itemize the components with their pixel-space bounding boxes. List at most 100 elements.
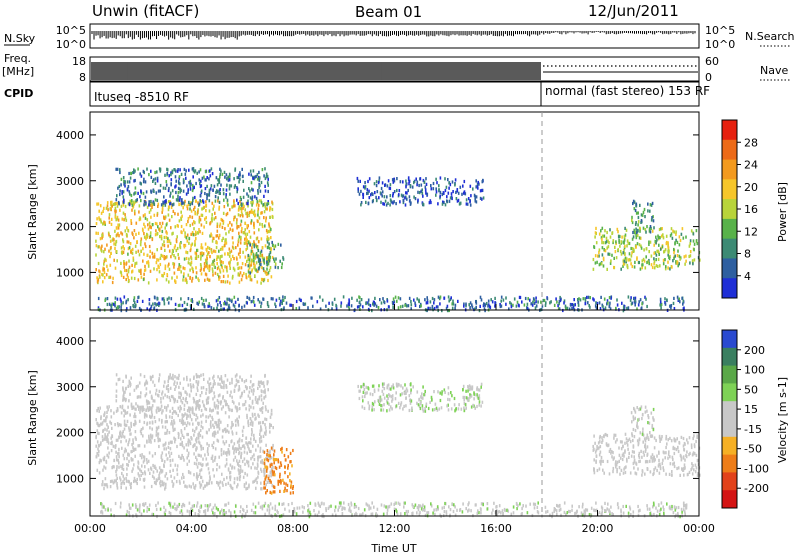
scatter-cell xyxy=(185,423,188,428)
scatter-cell xyxy=(236,477,239,481)
scatter-cell xyxy=(245,212,247,216)
scatter-cell xyxy=(134,447,137,451)
scatter-cell xyxy=(266,380,269,384)
scatter-cell xyxy=(262,434,265,438)
scatter-cell xyxy=(262,420,264,424)
scatter-cell xyxy=(350,304,353,308)
scatter-cell xyxy=(221,472,223,476)
scatter-cell xyxy=(199,462,202,466)
scatter-cell xyxy=(171,406,174,410)
scatter-cell xyxy=(123,457,126,461)
scatter-cell xyxy=(158,301,160,305)
scatter-cell xyxy=(482,304,485,308)
scatter-cell xyxy=(641,266,643,270)
scatter-cell xyxy=(192,233,195,237)
scatter-cell xyxy=(233,218,235,222)
scatter-cell xyxy=(208,481,211,485)
scatter-cell xyxy=(190,257,193,261)
scatter-cell xyxy=(228,452,231,456)
scatter-cell xyxy=(479,304,481,308)
scatter-cell xyxy=(200,213,203,217)
scatter-cell xyxy=(199,218,202,222)
scatter-cell xyxy=(269,451,271,455)
scatter-cell xyxy=(597,254,599,258)
scatter-cell xyxy=(225,238,227,242)
scatter-cell xyxy=(178,198,181,202)
scatter-cell xyxy=(147,227,150,231)
scatter-cell xyxy=(283,453,286,458)
scatter-cell xyxy=(225,193,227,197)
scatter-cell xyxy=(195,266,197,270)
scatter-cell xyxy=(682,299,685,303)
scatter-cell xyxy=(122,211,125,215)
scatter-cell xyxy=(422,178,425,183)
scatter-cell xyxy=(587,295,590,299)
scatter-cell xyxy=(268,453,270,458)
scatter-cell xyxy=(144,213,146,217)
scatter-cell xyxy=(156,278,158,282)
scatter-cell xyxy=(543,298,546,303)
scatter-cell xyxy=(156,211,159,216)
scatter-cell xyxy=(465,389,467,393)
scatter-cell xyxy=(150,304,153,308)
scatter-cell xyxy=(152,178,155,182)
scatter-cell xyxy=(218,296,221,300)
scatter-cell xyxy=(156,213,159,217)
scatter-cell xyxy=(659,303,661,307)
scatter-cell xyxy=(130,404,133,408)
scatter-cell xyxy=(123,182,125,186)
scatter-cell xyxy=(165,183,168,187)
scatter-cell xyxy=(229,251,231,255)
scatter-cell xyxy=(228,187,231,191)
scatter-cell xyxy=(573,298,575,302)
scatter-cell xyxy=(169,194,171,198)
scatter-cell xyxy=(390,385,393,389)
scatter-cell xyxy=(233,442,236,446)
scatter-cell xyxy=(251,399,254,403)
scatter-cell xyxy=(267,229,270,234)
scatter-cell xyxy=(185,169,187,173)
scatter-cell xyxy=(147,468,150,472)
scatter-cell xyxy=(225,430,227,434)
scatter-cell xyxy=(160,237,163,241)
scatter-cell xyxy=(253,457,256,462)
scatter-cell xyxy=(369,303,372,308)
scatter-cell xyxy=(662,262,665,266)
scatter-cell xyxy=(225,173,228,177)
scatter-cell xyxy=(251,242,254,247)
scatter-cell xyxy=(145,408,148,412)
scatter-cell xyxy=(475,200,478,204)
scatter-cell xyxy=(645,247,648,251)
scatter-cell xyxy=(117,226,120,230)
y-tick-label: 1000 xyxy=(56,266,84,279)
scatter-cell xyxy=(236,373,238,377)
scatter-cell xyxy=(625,257,628,261)
scatter-cell xyxy=(214,211,216,215)
scatter-cell xyxy=(240,451,243,455)
scatter-cell xyxy=(114,480,116,484)
scatter-cell xyxy=(278,296,281,301)
scatter-cell xyxy=(234,419,237,423)
scatter-cell xyxy=(437,305,439,309)
scatter-cell xyxy=(240,394,243,398)
scatter-cell xyxy=(214,216,217,220)
scatter-cell xyxy=(180,210,182,214)
scatter-cell xyxy=(229,475,232,479)
scatter-cell xyxy=(421,188,423,192)
scatter-cell xyxy=(594,304,597,308)
scatter-cell xyxy=(116,259,118,263)
scatter-cell xyxy=(181,440,183,445)
scatter-cell xyxy=(593,298,595,302)
scatter-cell xyxy=(676,295,679,299)
scatter-cell xyxy=(674,241,676,245)
scatter-cell xyxy=(610,296,612,300)
scatter-cell xyxy=(226,200,229,204)
scatter-cell xyxy=(115,473,118,477)
scatter-cell xyxy=(693,248,695,252)
scatter-cell xyxy=(216,241,218,245)
scatter-cell xyxy=(559,298,562,302)
scatter-cell xyxy=(359,179,361,183)
scatter-cell xyxy=(165,472,168,476)
scatter-cell xyxy=(275,257,277,261)
scatter-cell xyxy=(220,407,223,411)
